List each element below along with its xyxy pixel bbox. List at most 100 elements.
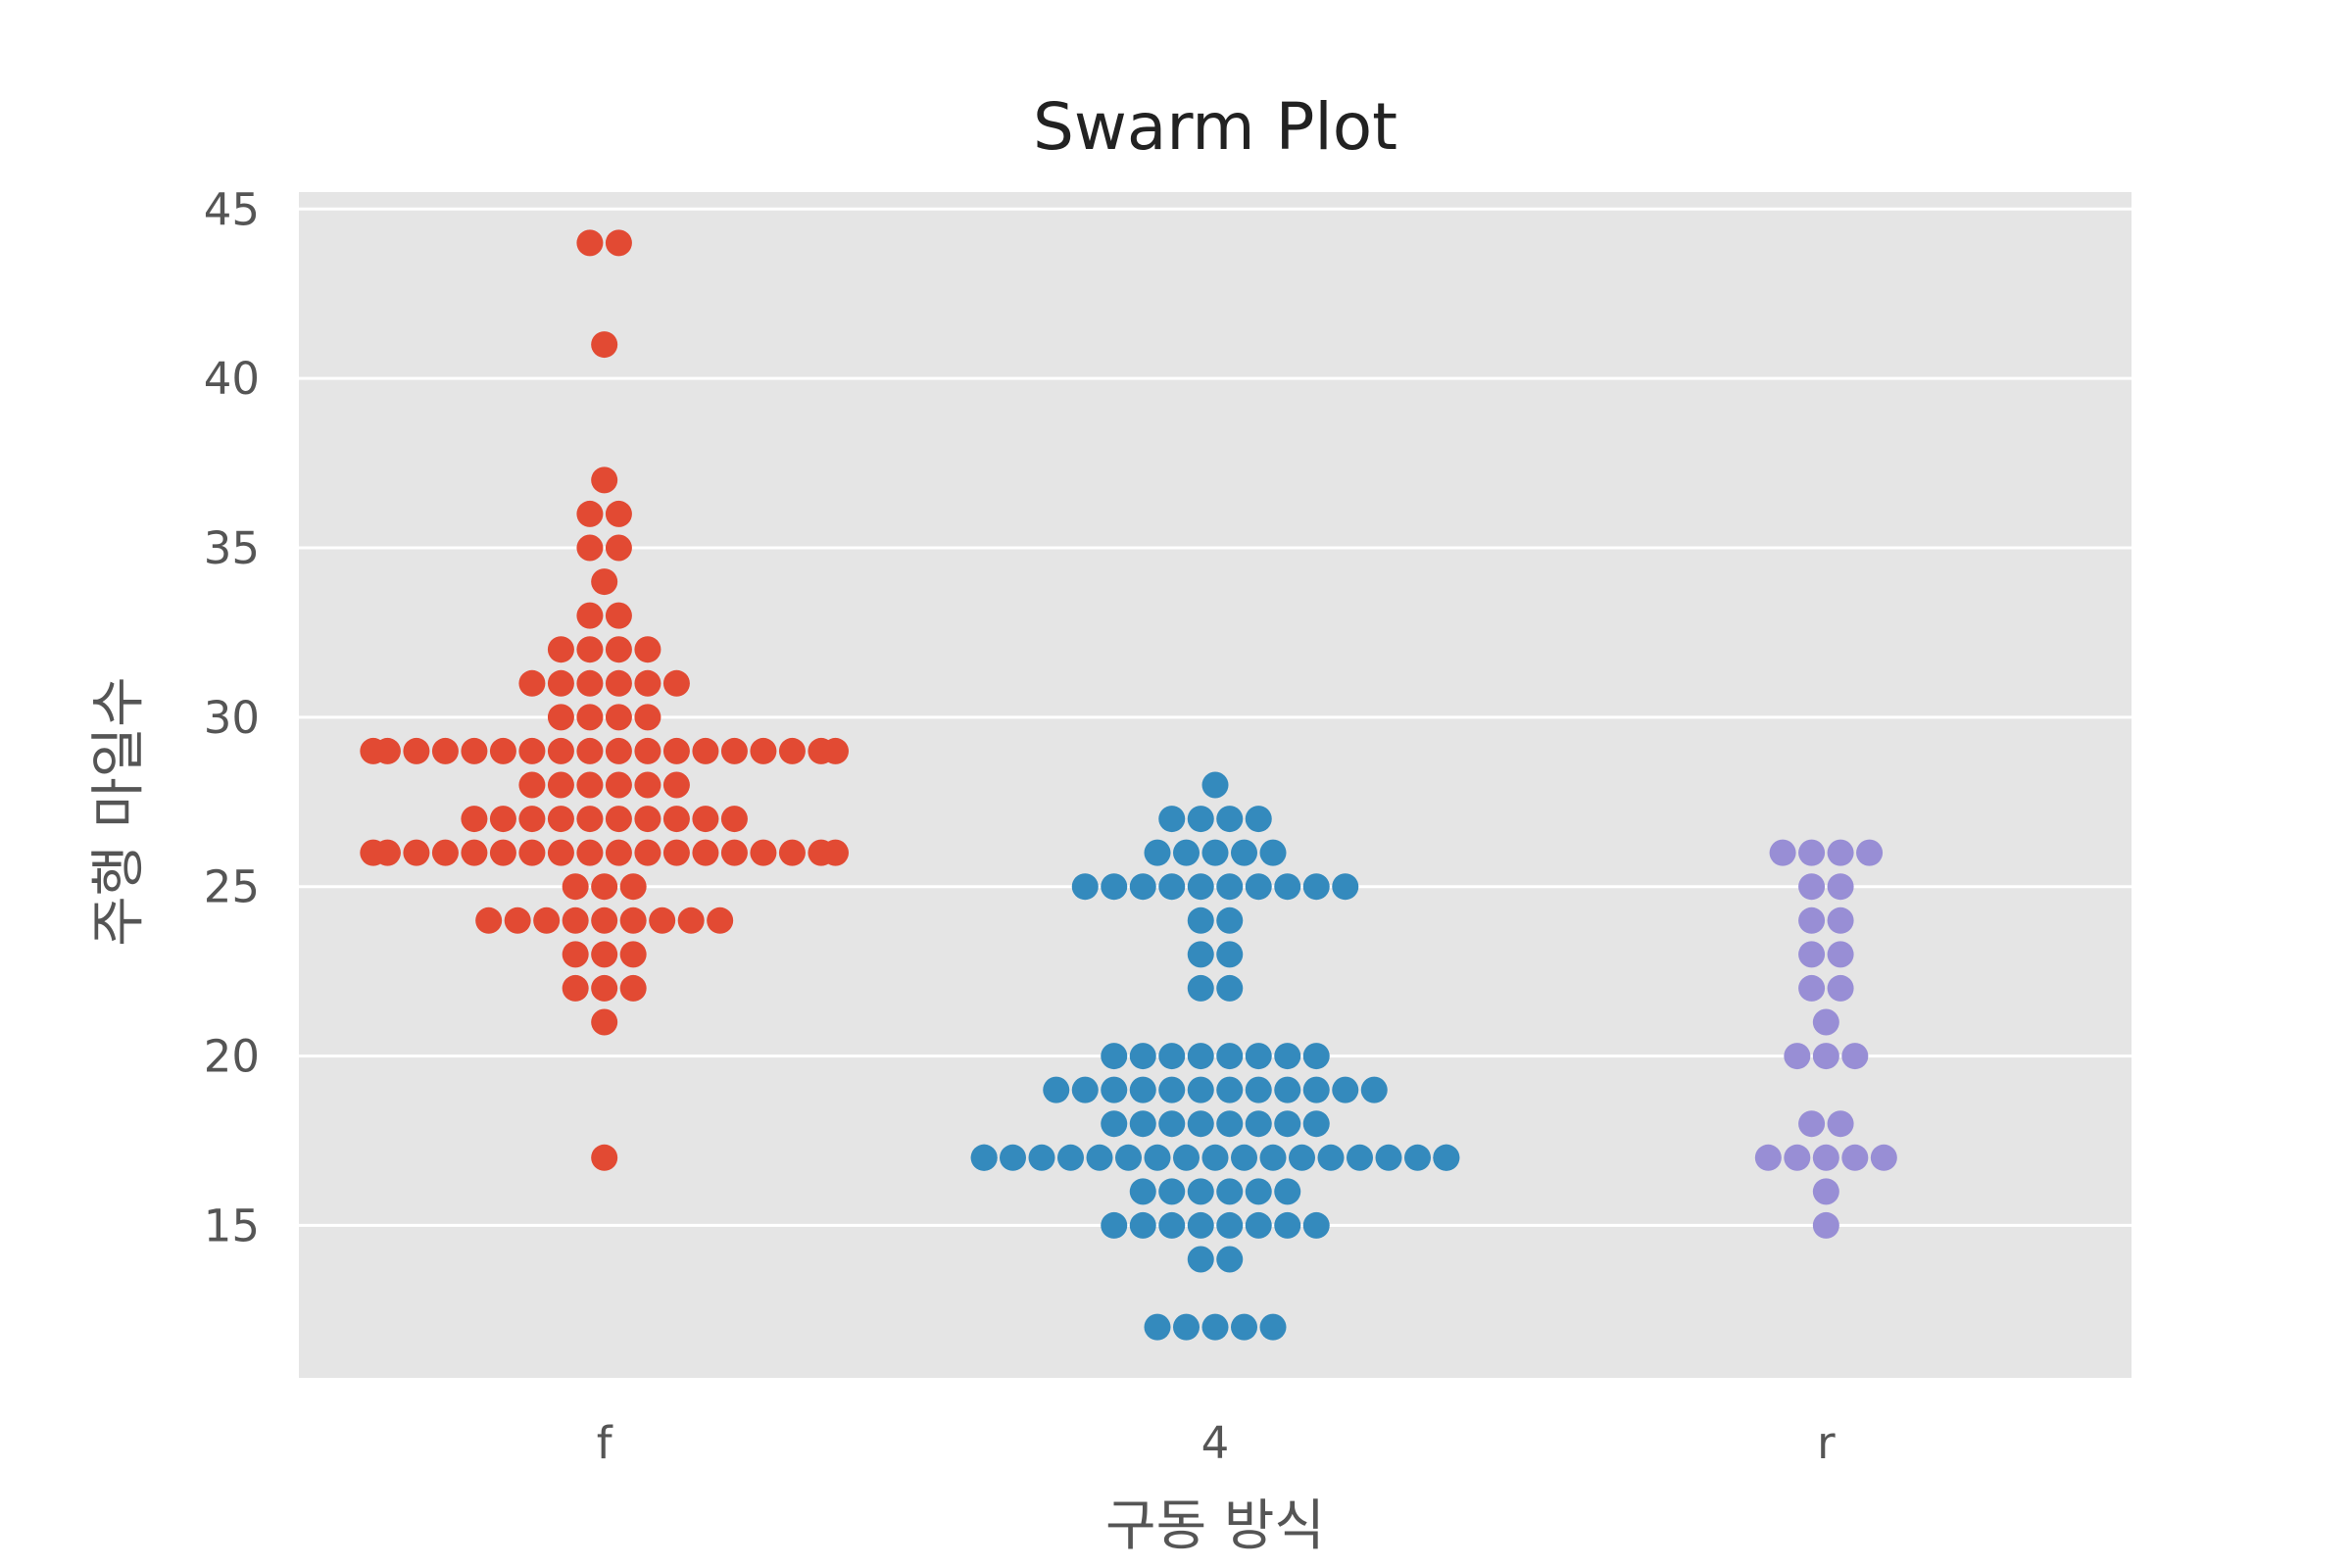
point-r-26-3 bbox=[1856, 839, 1884, 866]
point-4-28-0 bbox=[1201, 771, 1229, 799]
point-4-18-6 bbox=[1274, 1110, 1301, 1138]
point-4-25-6 bbox=[1245, 873, 1272, 901]
point-r-17-2 bbox=[1812, 1144, 1839, 1171]
y-tick-15: 15 bbox=[204, 1200, 260, 1251]
point-f-30-2 bbox=[605, 704, 632, 731]
point-4-18-4 bbox=[1216, 1110, 1244, 1138]
point-f-27-1 bbox=[489, 806, 516, 833]
point-r-17-0 bbox=[1754, 1144, 1782, 1171]
point-f-31-1 bbox=[547, 669, 574, 697]
point-f-29-15 bbox=[778, 737, 806, 764]
point-4-24-0 bbox=[1187, 906, 1214, 934]
point-f-29-7 bbox=[547, 737, 574, 764]
point-4-25-1 bbox=[1101, 873, 1128, 901]
point-f-33-1 bbox=[605, 602, 632, 629]
point-f-26-9 bbox=[605, 839, 632, 866]
point-4-17-1 bbox=[970, 1144, 998, 1171]
point-4-26-4 bbox=[1259, 839, 1287, 866]
point-4-23-1 bbox=[1216, 941, 1244, 968]
point-f-41-0 bbox=[591, 331, 618, 359]
point-f-26-15 bbox=[778, 839, 806, 866]
point-f-29-2 bbox=[403, 737, 430, 764]
point-f-44-0 bbox=[576, 229, 604, 257]
point-f-34-0 bbox=[591, 568, 618, 596]
point-4-17-13 bbox=[1317, 1144, 1345, 1171]
point-4-17-4 bbox=[1057, 1144, 1084, 1171]
x-axis-label: 구동 방식 bbox=[1105, 1494, 1325, 1558]
point-f-32-1 bbox=[576, 636, 604, 663]
point-4-19-3 bbox=[1129, 1076, 1156, 1103]
point-r-25-1 bbox=[1827, 873, 1854, 901]
point-4-20-0 bbox=[1101, 1043, 1128, 1070]
point-f-29-4 bbox=[461, 737, 488, 764]
point-f-26-13 bbox=[720, 839, 748, 866]
point-f-24-0 bbox=[475, 906, 503, 934]
point-f-27-4 bbox=[576, 806, 604, 833]
point-f-26-2 bbox=[403, 839, 430, 866]
point-4-16-5 bbox=[1274, 1178, 1301, 1205]
point-f-30-1 bbox=[576, 704, 604, 731]
point-4-12-1 bbox=[1173, 1313, 1200, 1341]
point-4-19-6 bbox=[1216, 1076, 1244, 1103]
point-f-31-4 bbox=[634, 669, 662, 697]
point-4-19-11 bbox=[1360, 1076, 1388, 1103]
point-4-20-1 bbox=[1129, 1043, 1156, 1070]
point-4-27-1 bbox=[1187, 806, 1214, 833]
point-4-18-7 bbox=[1302, 1110, 1330, 1138]
point-f-29-3 bbox=[431, 737, 459, 764]
point-4-16-1 bbox=[1158, 1178, 1186, 1205]
point-f-29-13 bbox=[720, 737, 748, 764]
point-4-26-1 bbox=[1173, 839, 1200, 866]
point-f-28-0 bbox=[518, 771, 546, 799]
point-4-19-9 bbox=[1302, 1076, 1330, 1103]
point-4-12-3 bbox=[1231, 1313, 1257, 1341]
point-4-26-2 bbox=[1201, 839, 1229, 866]
point-r-22-1 bbox=[1827, 974, 1854, 1002]
point-f-28-1 bbox=[547, 771, 574, 799]
point-4-19-0 bbox=[1043, 1076, 1070, 1103]
point-4-12-4 bbox=[1259, 1313, 1287, 1341]
point-f-29-12 bbox=[692, 737, 719, 764]
point-4-16-0 bbox=[1129, 1178, 1156, 1205]
chart-title: Swarm Plot bbox=[1033, 89, 1397, 165]
point-f-27-2 bbox=[518, 806, 546, 833]
point-f-22-0 bbox=[562, 974, 589, 1002]
point-r-21-0 bbox=[1812, 1008, 1839, 1036]
point-f-27-6 bbox=[634, 806, 662, 833]
point-r-26-0 bbox=[1769, 839, 1796, 866]
point-4-20-5 bbox=[1245, 1043, 1272, 1070]
point-4-23-0 bbox=[1187, 941, 1214, 968]
point-f-26-1 bbox=[373, 839, 401, 866]
point-4-16-2 bbox=[1187, 1178, 1214, 1205]
point-r-23-0 bbox=[1798, 941, 1826, 968]
point-r-24-1 bbox=[1827, 906, 1854, 934]
point-4-19-4 bbox=[1158, 1076, 1186, 1103]
point-4-12-2 bbox=[1201, 1313, 1229, 1341]
point-f-23-1 bbox=[591, 941, 618, 968]
point-4-17-14 bbox=[1347, 1144, 1373, 1171]
point-f-29-1 bbox=[373, 737, 401, 764]
point-f-27-5 bbox=[605, 806, 632, 833]
point-4-20-6 bbox=[1274, 1043, 1301, 1070]
point-f-27-9 bbox=[720, 806, 748, 833]
y-tick-20: 20 bbox=[204, 1031, 260, 1083]
point-4-19-7 bbox=[1245, 1076, 1272, 1103]
point-4-16-4 bbox=[1245, 1178, 1272, 1205]
point-f-26-17 bbox=[822, 839, 849, 866]
y-tick-45: 45 bbox=[204, 183, 260, 235]
point-4-25-3 bbox=[1158, 873, 1186, 901]
point-4-19-10 bbox=[1332, 1076, 1359, 1103]
point-f-17-0 bbox=[591, 1144, 618, 1171]
point-f-29-14 bbox=[750, 737, 777, 764]
point-f-28-2 bbox=[576, 771, 604, 799]
y-tick-35: 35 bbox=[204, 522, 260, 574]
point-f-26-5 bbox=[489, 839, 516, 866]
point-f-31-2 bbox=[576, 669, 604, 697]
point-f-28-5 bbox=[662, 771, 690, 799]
point-f-29-10 bbox=[634, 737, 662, 764]
point-4-27-3 bbox=[1245, 806, 1272, 833]
point-4-15-2 bbox=[1158, 1211, 1186, 1239]
point-4-17-12 bbox=[1289, 1144, 1315, 1171]
point-f-29-17 bbox=[822, 737, 849, 764]
point-4-19-2 bbox=[1101, 1076, 1128, 1103]
